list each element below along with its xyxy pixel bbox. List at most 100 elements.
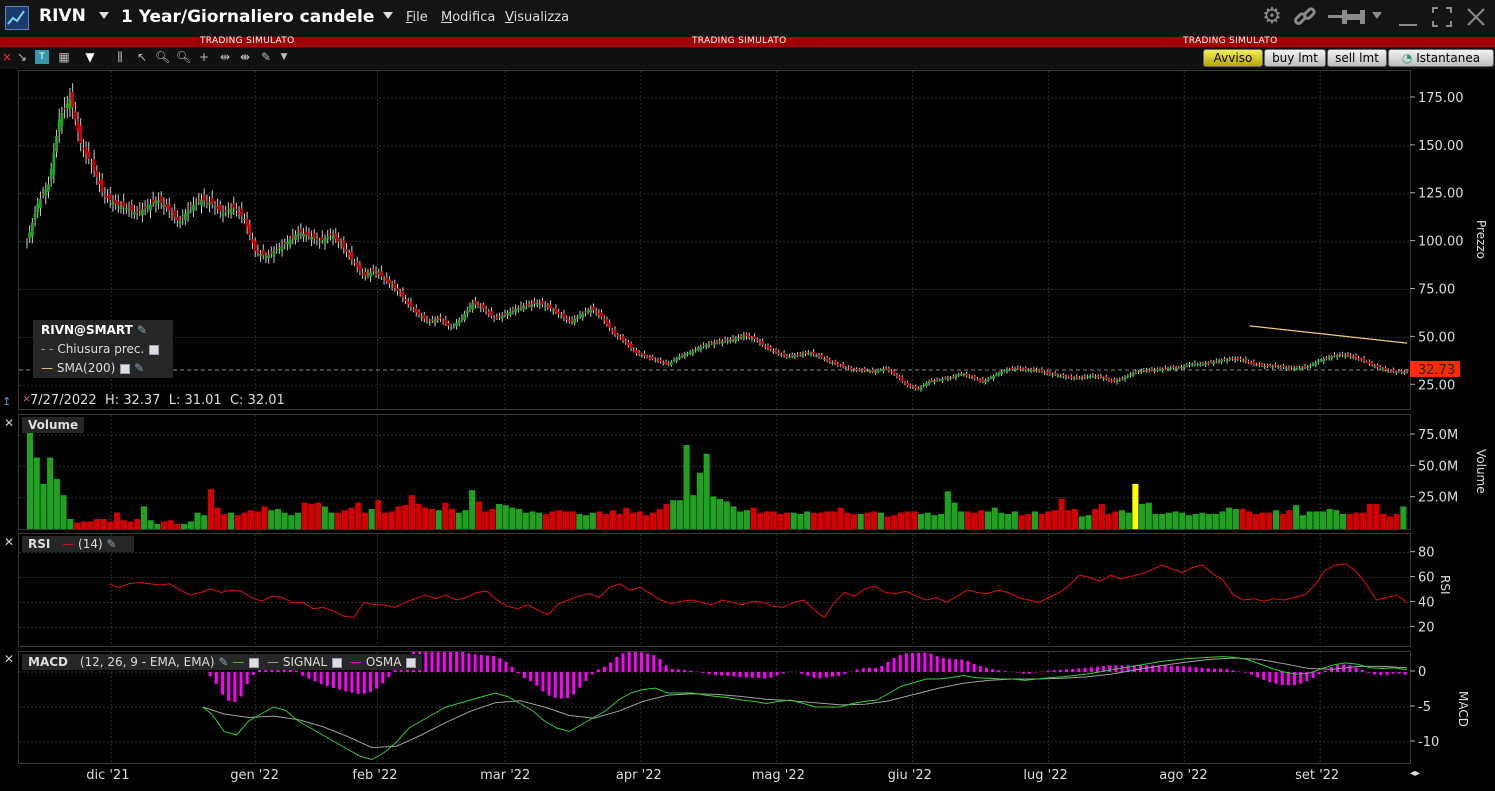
zoom-out-icon[interactable]: 🔍︎ [176, 50, 192, 64]
sell-lmt-button[interactable]: sell lmt [1327, 49, 1387, 67]
text-tool-icon[interactable]: T [35, 50, 49, 64]
close-volume-icon[interactable]: ✕ [4, 416, 15, 430]
legend-settings-icon[interactable]: ✎ [136, 323, 148, 337]
candle-body [299, 228, 303, 233]
candle-body [162, 205, 166, 208]
zoom-in-icon[interactable]: 🔍︎ [155, 50, 171, 64]
candle-body [1252, 361, 1256, 364]
osma-bar [1077, 668, 1081, 672]
rsi-settings-icon[interactable]: ✎ [106, 537, 117, 551]
legend-prev-close: Chiusura prec. [57, 342, 145, 356]
candle-body [954, 375, 958, 378]
osma-bar [1366, 672, 1370, 673]
close-small-icon[interactable]: × [1, 50, 13, 64]
price-panel[interactable] [18, 70, 1411, 410]
sma-checkbox[interactable] [120, 363, 131, 374]
buy-lmt-button[interactable]: buy lmt [1264, 49, 1326, 67]
detach-icon[interactable] [1328, 4, 1368, 30]
candle-body [439, 317, 442, 319]
prev-close-checkbox[interactable] [149, 344, 160, 355]
filter-icon[interactable]: ▼ [85, 50, 95, 64]
candle-body [1338, 354, 1342, 356]
volume-bar [830, 511, 837, 529]
price-chart[interactable] [19, 71, 1410, 409]
menu-visualizza[interactable]: Visualizza [505, 10, 570, 25]
pointer-tool-icon[interactable]: ↘ [16, 50, 28, 64]
bars-tool-icon[interactable]: ⫼ [117, 50, 123, 64]
candle-body [696, 348, 700, 350]
candle-body [184, 213, 187, 221]
osma-bar [603, 666, 607, 672]
volume-bar [442, 502, 449, 529]
maximize-icon[interactable] [1429, 4, 1455, 30]
time-axis-label: mag '22 [751, 768, 805, 783]
candle-body [798, 354, 802, 356]
close-macd-icon[interactable]: ✕ [4, 652, 15, 666]
volume-bar [315, 502, 322, 529]
volume-chart[interactable] [19, 415, 1410, 529]
snapshot-button[interactable]: ◔ Istantanea [1388, 49, 1494, 67]
detach-dropdown-icon[interactable] [1372, 12, 1382, 19]
close-icon[interactable] [1463, 4, 1489, 30]
candle-body [562, 313, 566, 318]
price-axis[interactable]: 175.00 150.00 125.00 100.00 75.00 50.00 25.00 3… [1410, 70, 1495, 408]
osma-bar [781, 672, 785, 674]
candle-body [723, 339, 727, 341]
candle-body [976, 379, 979, 381]
osma-checkbox[interactable] [406, 657, 417, 668]
volume-panel[interactable] [18, 414, 1411, 530]
time-axis[interactable]: dic '21 gen '22 feb '22 mar '22 apr '22 mag '… [18, 762, 1413, 791]
volume-bar [335, 512, 342, 529]
rsi-panel[interactable] [18, 533, 1411, 647]
menu-file[interactable]: File [406, 10, 428, 25]
volume-bar [1018, 515, 1025, 529]
osma-bar [948, 658, 952, 672]
pin-icon[interactable]: ↥ [2, 395, 12, 408]
chart-title[interactable]: 1 Year/Giornaliero candele [121, 7, 375, 27]
macd-line-checkbox[interactable] [249, 657, 260, 668]
axis-scroll-icon[interactable]: ◂▸ [1410, 768, 1421, 779]
alert-button[interactable]: Avviso [1203, 49, 1263, 67]
symbol-dropdown-icon[interactable] [99, 12, 109, 19]
candle-body [686, 353, 689, 355]
crosshair-icon[interactable]: + [198, 50, 210, 64]
symbol-selector[interactable]: RIVN [39, 6, 86, 26]
candle-body [251, 239, 254, 244]
macd-axis[interactable]: 0 -5 -10 MACD [1410, 651, 1495, 762]
candle-body [192, 204, 195, 212]
chart-type-dropdown-icon[interactable] [383, 12, 393, 19]
candle-body [761, 341, 765, 345]
candle-body [44, 189, 48, 197]
candle-body [1306, 366, 1310, 368]
gear-icon[interactable]: ⚙ [1262, 4, 1282, 29]
close-rsi-icon[interactable]: ✕ [4, 535, 15, 549]
candle-body [970, 377, 974, 379]
crosshair-pointer-icon[interactable]: ↖ [136, 50, 148, 64]
rsi-axis[interactable]: 80 60 40 20 RSI [1410, 533, 1495, 645]
candle-body [1000, 371, 1003, 375]
volume-axis[interactable]: 75.0M 50.0M 25.0M Volume [1410, 414, 1495, 528]
drawing-tools-dropdown-icon[interactable]: ▼ [280, 52, 288, 62]
candle-body [1094, 376, 1097, 378]
menu-modifica[interactable]: Modifica [441, 10, 496, 25]
volume-bar [623, 507, 630, 529]
candle-body [812, 351, 816, 355]
candle-body [487, 311, 491, 314]
macd-settings-icon[interactable]: ✎ [218, 655, 229, 669]
candle-body [535, 303, 539, 305]
signal-checkbox[interactable] [332, 657, 343, 668]
link-icon[interactable] [1292, 4, 1318, 30]
close-ohlc-icon[interactable]: × [22, 392, 32, 405]
volume-bar [656, 508, 663, 529]
sma-settings-icon[interactable]: ✎ [134, 361, 145, 375]
candle-body [433, 319, 437, 323]
layout-grid-icon[interactable]: ▦ [58, 50, 70, 64]
macd-chart[interactable] [19, 647, 1410, 763]
minimize-icon[interactable] [1395, 4, 1421, 30]
candle-body [592, 306, 595, 310]
candle-body [1121, 378, 1124, 380]
rsi-chart[interactable] [19, 534, 1410, 646]
pan-icon[interactable]: ⇹ [219, 50, 231, 64]
drawing-tools-icon[interactable]: ✎ [260, 50, 272, 64]
fit-icon[interactable]: ⇼ [239, 50, 251, 64]
